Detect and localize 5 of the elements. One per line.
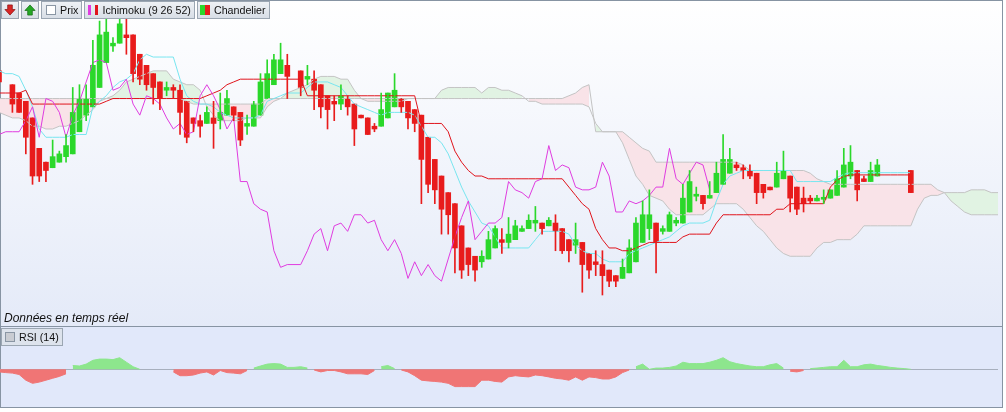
text: Données en temps réel <box>4 311 129 325</box>
legend-label: Chandelier <box>213 4 266 16</box>
chart-title: RSI (14) <box>19 331 59 343</box>
text: Prix <box>60 4 79 16</box>
legend-label: Ichimoku (9 26 52) <box>102 4 191 16</box>
